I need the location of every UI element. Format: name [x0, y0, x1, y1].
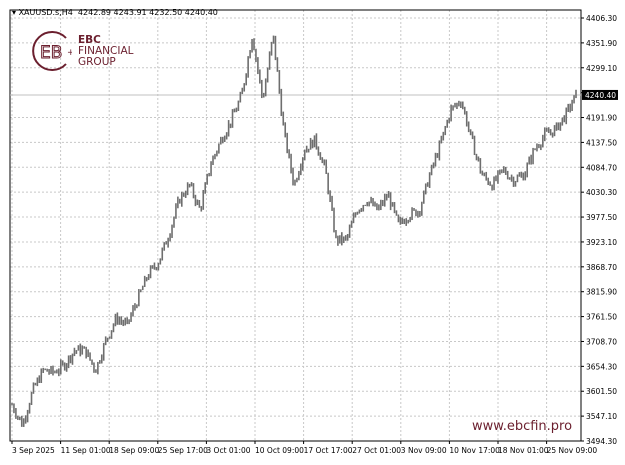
x-tick-label: 18 Sep 09:00: [109, 446, 159, 455]
x-tick-label: 25 Sep 17:00: [158, 446, 208, 455]
x-tick-label: 3 Sep 2025: [12, 446, 55, 455]
y-tick-label: 3977.50: [586, 213, 617, 222]
plot-frame: [9, 9, 582, 442]
y-tick-label: 4191.90: [586, 114, 617, 123]
x-tick-label: 3 Nov 09:00: [401, 446, 447, 455]
y-tick-label: 4299.10: [586, 64, 617, 73]
ebc-logo-icon: EB +: [32, 31, 72, 71]
x-tick-label: 11 Sep 01:00: [61, 446, 111, 455]
y-tick-label: 3923.10: [586, 238, 617, 247]
x-tick-label: 27 Oct 01:00: [352, 446, 401, 455]
logo-line2: FINANCIAL: [78, 44, 134, 57]
y-tick-label: 3868.70: [586, 263, 617, 272]
y-tick-label: 3494.30: [586, 437, 617, 446]
chart-header: ▾ XAUUSD.s,H4 4242.89 4243.91 4232.50 42…: [12, 8, 218, 17]
logo-line1: EBC: [78, 33, 101, 46]
x-tick-label: 18 Nov 01:00: [498, 446, 549, 455]
current-price-badge: [582, 89, 618, 100]
logo-line3: GROUP: [78, 55, 116, 68]
y-tick-label: 3547.10: [586, 412, 617, 421]
ebc-logo: EB + EBC FINANCIAL GROUP: [30, 30, 134, 72]
ohlc-values: 4242.89 4243.91 4232.50 4240.40: [77, 8, 218, 17]
y-tick-label: 3815.90: [586, 288, 617, 297]
x-tick-label: 10 Oct 09:00: [255, 446, 304, 455]
y-tick-label: 4406.30: [586, 14, 617, 23]
x-tick-label: 17 Oct 17:00: [304, 446, 353, 455]
y-tick-label: 4351.90: [586, 39, 617, 48]
y-tick-label: 4084.70: [586, 163, 617, 172]
current-price-label: 4240.40: [585, 91, 616, 100]
x-tick-label: 25 Nov 09:00: [547, 446, 598, 455]
y-tick-label: 3708.70: [586, 337, 617, 346]
x-tick-label: 10 Nov 17:00: [449, 446, 500, 455]
x-tick-label: 3 Oct 01:00: [206, 446, 250, 455]
y-tick-label: 3601.50: [586, 387, 617, 396]
symbol-label: XAUUSD.s,H4: [18, 8, 73, 17]
y-tick-label: 3654.30: [586, 362, 617, 371]
y-tick-label: 4137.50: [586, 138, 617, 147]
website-watermark: www.ebcfin.pro: [472, 419, 573, 434]
y-tick-label: 3761.50: [586, 313, 617, 322]
svg-text:+: +: [67, 48, 72, 58]
y-tick-label: 4030.30: [586, 188, 617, 197]
svg-text:EB: EB: [40, 43, 62, 63]
